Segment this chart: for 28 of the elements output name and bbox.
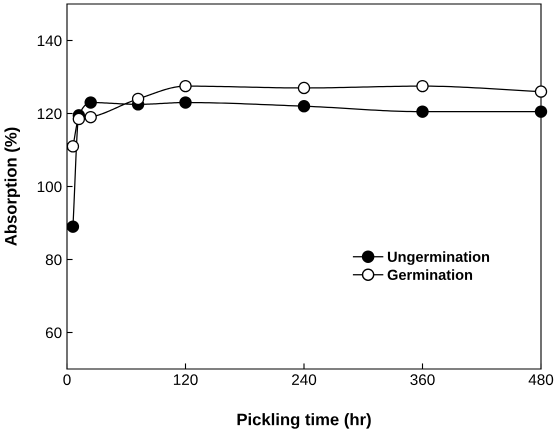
y-axis-title: Absorption (%)	[4, 128, 20, 246]
point	[72, 112, 86, 126]
x-tick-label: 360	[410, 374, 435, 386]
point	[416, 105, 429, 118]
point	[534, 85, 548, 98]
y-tick-label: 140	[38, 35, 62, 46]
legend-label: Germination	[388, 269, 472, 280]
y-tick-label: 120	[38, 108, 62, 120]
legend-label: Ungermination	[388, 251, 490, 265]
y-tick-label: 100	[38, 181, 62, 192]
x-axis-title: Pickling time (hr)	[238, 413, 371, 429]
point	[179, 96, 192, 109]
point	[66, 220, 80, 233]
y-tick-label: 80	[46, 254, 62, 266]
x-tick-label: 120	[174, 374, 198, 386]
point	[298, 100, 310, 112]
y-tick-label: 60	[46, 327, 62, 338]
point	[534, 105, 548, 118]
x-tick-label: 480	[528, 374, 554, 386]
point	[84, 96, 97, 109]
x-tick-label: 240	[292, 374, 316, 386]
point	[298, 82, 310, 94]
point	[416, 80, 429, 92]
point	[132, 92, 144, 106]
x-tick-label: 0	[63, 374, 71, 386]
point	[84, 110, 97, 124]
point	[179, 80, 192, 92]
point	[66, 140, 80, 153]
